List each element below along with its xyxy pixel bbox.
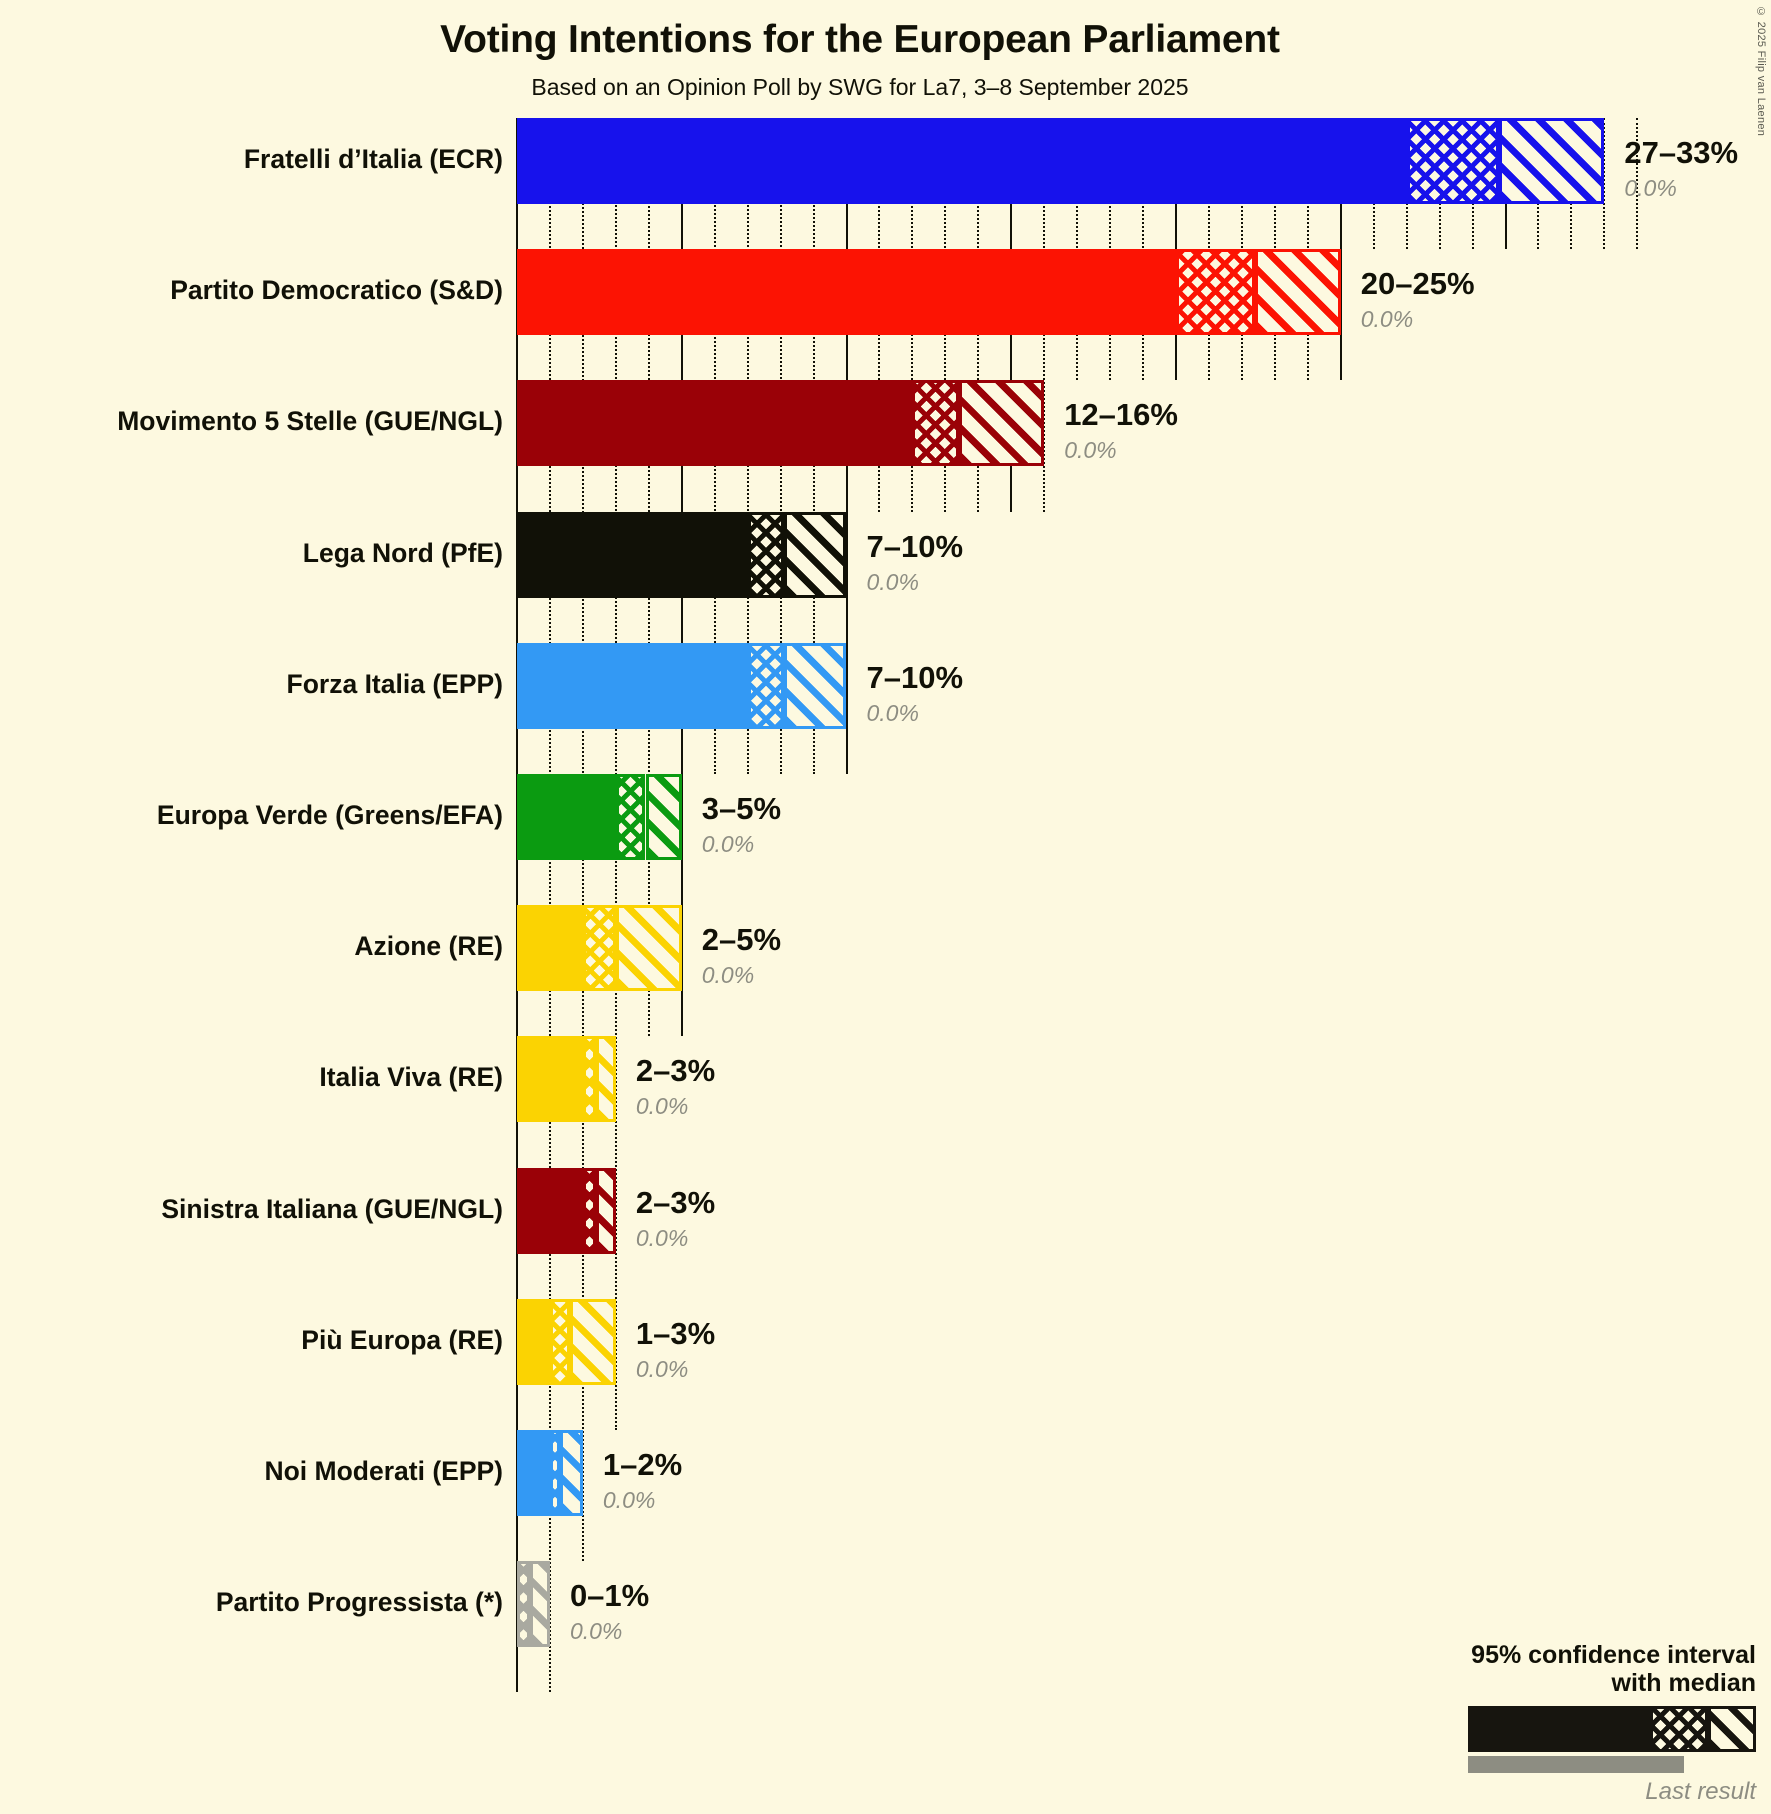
copyright-notice: © 2025 Filip van Laenen (1755, 6, 1767, 137)
bar-0 (517, 118, 1605, 204)
bar-segment-upper-10 (559, 1430, 583, 1516)
bar-value-7: 2–3% (635, 1053, 716, 1089)
bar-segment-lower-6 (517, 905, 583, 992)
legend-swatch (1236, 1706, 1756, 1773)
bar-10 (517, 1430, 583, 1516)
bar-label-3: Lega Nord (PfE) (302, 537, 503, 568)
bar-label-4: Forza Italia (EPP) (286, 668, 503, 699)
bar-segment-median-0 (1406, 118, 1499, 204)
bar-last-result-11: 0.0% (569, 1618, 623, 1645)
bar-segment-lower-9 (517, 1298, 550, 1385)
bar-last-result-8: 0.0% (635, 1224, 689, 1251)
bar-segment-lower-0 (517, 118, 1407, 204)
bar-segment-upper-11 (530, 1561, 550, 1648)
bar-label-9: Più Europa (RE) (301, 1324, 503, 1355)
bar-value-8: 2–3% (635, 1184, 716, 1220)
bar-segment-upper-7 (596, 1036, 616, 1123)
bar-value-2: 12–16% (1064, 397, 1178, 433)
bar-4 (517, 642, 847, 729)
bar-label-6: Azione (RE) (354, 931, 503, 962)
bar-value-11: 0–1% (569, 1578, 650, 1614)
bar-segment-median-9 (549, 1298, 570, 1385)
bar-segment-upper-6 (615, 905, 682, 992)
gridline-33pct (1603, 118, 1606, 250)
bar-segment-median-4 (747, 642, 784, 729)
bar-value-0: 27–33% (1624, 135, 1739, 170)
bar-value-3: 7–10% (866, 528, 964, 564)
bar-segment-lower-2 (517, 380, 913, 467)
bar-segment-upper-3 (783, 511, 847, 598)
bar-last-result-5: 0.0% (701, 831, 755, 857)
legend-last-result-bar (1468, 1756, 1684, 1773)
bar-2 (517, 380, 1045, 467)
bar-segment-lower-10 (517, 1430, 550, 1516)
bar-8 (517, 1167, 616, 1254)
bar-last-result-2: 0.0% (1064, 437, 1117, 464)
bar-segment-median-6 (582, 905, 616, 992)
legend-upper-diagonal (1708, 1706, 1756, 1752)
bar-segment-upper-9 (569, 1298, 616, 1385)
bar-last-result-6: 0.0% (701, 962, 755, 989)
chart-legend: 95% confidence interval with median Last… (1236, 1641, 1756, 1807)
bar-segment-lower-3 (517, 511, 748, 598)
bar-segment-lower-7 (517, 1036, 583, 1123)
legend-line-2: with median (1611, 1669, 1756, 1698)
bar-last-result-1: 0.0% (1360, 306, 1414, 333)
bar-value-4: 7–10% (866, 659, 964, 695)
bar-value-10: 1–2% (602, 1447, 683, 1482)
bar-value-6: 2–5% (701, 922, 782, 958)
bar-last-result-4: 0.0% (866, 699, 919, 726)
bar-label-11: Partito Progressista (*) (215, 1587, 503, 1618)
bar-segment-median-7 (582, 1036, 597, 1123)
bar-segment-median-3 (747, 511, 784, 598)
bar-segment-upper-1 (1255, 249, 1341, 336)
bar-segment-median-5 (615, 774, 646, 860)
bar-segment-upper-4 (783, 642, 847, 729)
bar-label-7: Italia Viva (RE) (319, 1062, 503, 1093)
bar-6 (517, 905, 682, 992)
bar-7 (517, 1036, 616, 1123)
bar-11 (517, 1561, 550, 1648)
chart-subtitle: Based on an Opinion Poll by SWG for La7,… (531, 74, 1189, 100)
bar-value-5: 3–5% (701, 791, 782, 826)
bar-1 (517, 249, 1341, 336)
bar-last-result-7: 0.0% (635, 1093, 689, 1120)
bar-5 (517, 774, 682, 860)
bar-last-result-0: 0.0% (1624, 175, 1677, 201)
bar-segment-median-11 (517, 1561, 531, 1648)
bar-value-9: 1–3% (635, 1315, 716, 1351)
bar-value-1: 20–25% (1360, 266, 1475, 302)
bar-label-5: Europa Verde (Greens/EFA) (156, 800, 503, 830)
bar-segment-median-10 (549, 1430, 560, 1516)
bar-label-2: Movimento 5 Stelle (GUE/NGL) (117, 406, 503, 437)
bar-segment-lower-1 (517, 249, 1176, 336)
bar-segment-lower-5 (517, 774, 616, 860)
bar-label-1: Partito Democratico (S&D) (170, 275, 503, 306)
bar-segment-median-8 (582, 1167, 597, 1254)
bar-last-result-10: 0.0% (602, 1487, 656, 1513)
bar-segment-lower-4 (517, 642, 748, 729)
bar-last-result-3: 0.0% (866, 568, 919, 595)
bar-segment-upper-5 (645, 774, 682, 860)
bar-9 (517, 1298, 616, 1385)
legend-last-result-label: Last result (1645, 1778, 1756, 1805)
bar-segment-upper-2 (958, 380, 1045, 467)
gridline-25pct (1339, 118, 1342, 381)
page-title: Voting Intentions for the European Parli… (440, 18, 1280, 61)
bar-segment-upper-0 (1498, 118, 1605, 204)
bar-segment-median-1 (1176, 249, 1256, 336)
bar-label-10: Noi Moderati (EPP) (264, 1456, 503, 1486)
bar-3 (517, 511, 847, 598)
bar-label-8: Sinistra Italiana (GUE/NGL) (161, 1193, 503, 1224)
gridline-34pct (1636, 118, 1639, 250)
legend-median-crosshatch (1650, 1706, 1708, 1752)
legend-line-1: 95% confidence interval (1471, 1640, 1756, 1669)
bar-segment-median-2 (912, 380, 959, 467)
bar-label-0: Fratelli d’Italia (ECR) (243, 144, 503, 174)
bar-last-result-9: 0.0% (635, 1355, 689, 1382)
bar-segment-lower-8 (517, 1167, 583, 1254)
bar-segment-upper-8 (596, 1167, 616, 1254)
